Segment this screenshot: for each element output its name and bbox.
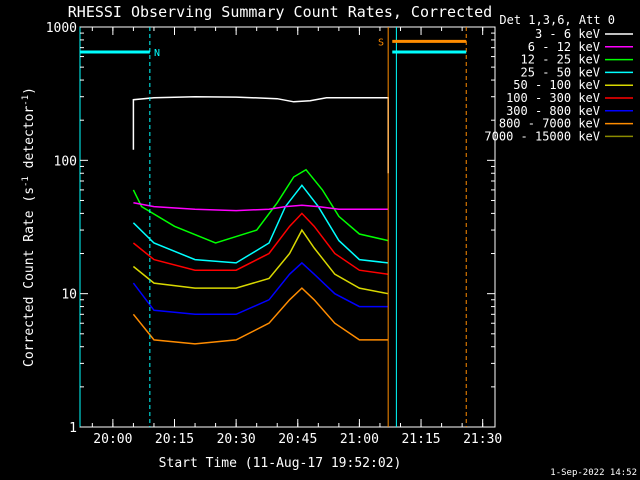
- y-tick-label: 100: [54, 154, 77, 169]
- series-line-5: [132, 228, 389, 295]
- y-tick-label: 10: [61, 288, 77, 303]
- legend-label: 12 - 25 keV: [521, 53, 600, 67]
- x-tick-label: 20:45: [278, 432, 317, 447]
- state-bar-label: S: [378, 37, 384, 48]
- y-axis-label-mid: detector: [22, 106, 37, 177]
- legend-label: 300 - 800 keV: [506, 104, 600, 118]
- series-line-3: [132, 168, 389, 244]
- series-line-7: [132, 261, 389, 316]
- y-axis-label-end: ): [22, 87, 37, 95]
- legend-header: Det 1,3,6, Att 0: [499, 13, 615, 27]
- axis-ticks: 20:00 20:15 20:30 20:45 21:00 21:15 21:30 1 10 10…: [46, 21, 503, 447]
- legend-label: 100 - 300 keV: [506, 91, 600, 105]
- series-line-1: [132, 95, 389, 174]
- chart-title: RHESSI Observing Summary Count Rates, Co…: [68, 3, 492, 21]
- x-tick-label: 21:00: [340, 432, 379, 447]
- y-axis-label-main: Corrected Count Rate (s: [22, 187, 37, 367]
- legend-label: 7000 - 15000 keV: [484, 129, 600, 143]
- x-tick-label: 20:00: [93, 432, 132, 447]
- y-axis-label: Corrected Count Rate (s-1 detector-1): [21, 87, 37, 367]
- series-line-2: [133, 202, 389, 212]
- legend-label: 25 - 50 keV: [521, 65, 600, 79]
- legend-label: 800 - 7000 keV: [499, 117, 600, 131]
- legend-label: 3 - 6 keV: [535, 27, 600, 41]
- y-axis-label-exp1: -1: [21, 176, 31, 187]
- x-axis-label: Start Time (11-Aug-17 19:52:02): [159, 456, 402, 471]
- series-line-6: [132, 212, 389, 275]
- event-markers: NS: [79, 27, 467, 427]
- series-line-8: [132, 287, 389, 345]
- x-tick-label: 21:30: [463, 432, 502, 447]
- series-layer: [132, 95, 389, 345]
- y-tick-label: 1: [69, 421, 77, 436]
- x-tick-label: 20:30: [217, 432, 256, 447]
- footer-timestamp: 1-Sep-2022 14:52: [550, 468, 637, 478]
- legend-label: 6 - 12 keV: [528, 40, 600, 54]
- legend-label: 50 - 100 keV: [513, 78, 600, 92]
- y-tick-label: 1000: [46, 21, 77, 36]
- y-axis-label-exp2: -1: [21, 95, 31, 106]
- x-tick-label: 20:15: [155, 432, 194, 447]
- x-tick-label: 21:15: [401, 432, 440, 447]
- state-bar-label: N: [154, 48, 160, 59]
